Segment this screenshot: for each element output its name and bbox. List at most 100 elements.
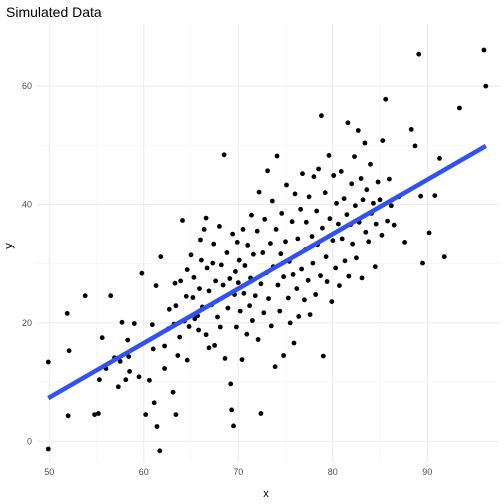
data-point — [115, 384, 121, 390]
data-point — [239, 357, 245, 362]
data-point — [184, 267, 190, 272]
data-point — [162, 366, 168, 371]
y-tick-label: 20 — [22, 318, 32, 328]
data-point — [290, 272, 296, 277]
data-point — [274, 153, 280, 159]
data-point — [217, 324, 223, 330]
data-point — [388, 203, 394, 209]
data-point — [221, 152, 227, 158]
x-axis-ticks: 50 60 70 80 90 — [44, 467, 432, 477]
data-point — [119, 319, 125, 325]
data-point — [153, 283, 159, 288]
data-point — [215, 314, 220, 320]
data-point — [281, 274, 286, 280]
data-point — [418, 193, 423, 199]
x-tick-label: 80 — [328, 467, 338, 477]
data-point — [457, 105, 462, 111]
data-point — [234, 324, 239, 330]
data-point — [173, 412, 179, 417]
data-point — [300, 171, 305, 177]
data-point — [352, 154, 357, 160]
data-point — [355, 128, 361, 133]
data-point — [266, 296, 271, 301]
data-point — [175, 353, 181, 358]
data-point — [265, 168, 270, 174]
data-point — [196, 327, 202, 333]
data-point — [298, 206, 303, 212]
data-point — [306, 194, 312, 200]
data-point — [287, 320, 293, 326]
data-point — [289, 219, 295, 225]
data-point — [230, 231, 236, 237]
data-point — [220, 282, 226, 288]
data-point — [329, 299, 335, 304]
data-point — [320, 353, 326, 359]
data-point — [139, 270, 145, 276]
data-point — [371, 200, 376, 206]
data-point — [291, 340, 297, 346]
data-point — [203, 215, 209, 221]
data-point — [313, 292, 319, 297]
data-point — [432, 193, 438, 199]
data-point — [235, 280, 241, 286]
data-point — [210, 260, 216, 266]
data-point — [354, 255, 359, 261]
data-point — [158, 254, 164, 259]
data-point — [483, 83, 489, 89]
data-point — [237, 308, 243, 314]
data-point — [336, 221, 341, 227]
data-point — [213, 278, 219, 284]
data-point — [412, 143, 418, 149]
data-point — [184, 357, 190, 363]
data-point — [136, 374, 142, 380]
data-point — [309, 234, 315, 239]
data-point — [236, 257, 242, 263]
x-tick-label: 60 — [139, 467, 149, 477]
data-point — [173, 303, 179, 309]
data-point — [377, 197, 383, 203]
data-point — [373, 221, 379, 227]
data-point — [262, 216, 268, 222]
data-point — [154, 424, 160, 429]
data-point — [372, 264, 378, 270]
x-tick-label: 50 — [44, 467, 54, 477]
data-point — [247, 303, 253, 309]
data-point — [353, 203, 358, 209]
data-point — [212, 343, 218, 348]
data-point — [362, 140, 368, 146]
data-point — [283, 239, 288, 245]
y-tick-label: 0 — [27, 436, 32, 446]
data-point — [250, 318, 255, 323]
data-point — [224, 250, 230, 255]
data-point — [126, 354, 132, 359]
data-point — [368, 161, 373, 167]
data-point — [326, 153, 332, 158]
data-point — [437, 156, 442, 161]
data-point — [383, 96, 389, 102]
data-point — [241, 290, 247, 296]
data-point — [258, 281, 264, 287]
data-point — [149, 322, 155, 328]
data-point — [117, 359, 123, 364]
data-point — [268, 323, 274, 329]
data-point — [363, 229, 369, 235]
data-point — [249, 212, 254, 218]
data-point — [260, 250, 266, 255]
data-point — [359, 275, 365, 281]
data-point — [316, 166, 321, 172]
data-point — [416, 51, 422, 57]
data-point — [251, 251, 256, 257]
data-point — [201, 227, 207, 232]
data-point — [380, 138, 386, 144]
data-point — [64, 311, 70, 316]
data-point — [127, 369, 132, 374]
data-point — [337, 283, 342, 288]
data-point — [330, 238, 336, 244]
data-point — [45, 446, 51, 452]
data-point — [96, 411, 101, 416]
data-point — [183, 293, 189, 299]
data-point — [294, 286, 300, 291]
data-point — [350, 241, 355, 247]
data-point — [166, 306, 172, 312]
